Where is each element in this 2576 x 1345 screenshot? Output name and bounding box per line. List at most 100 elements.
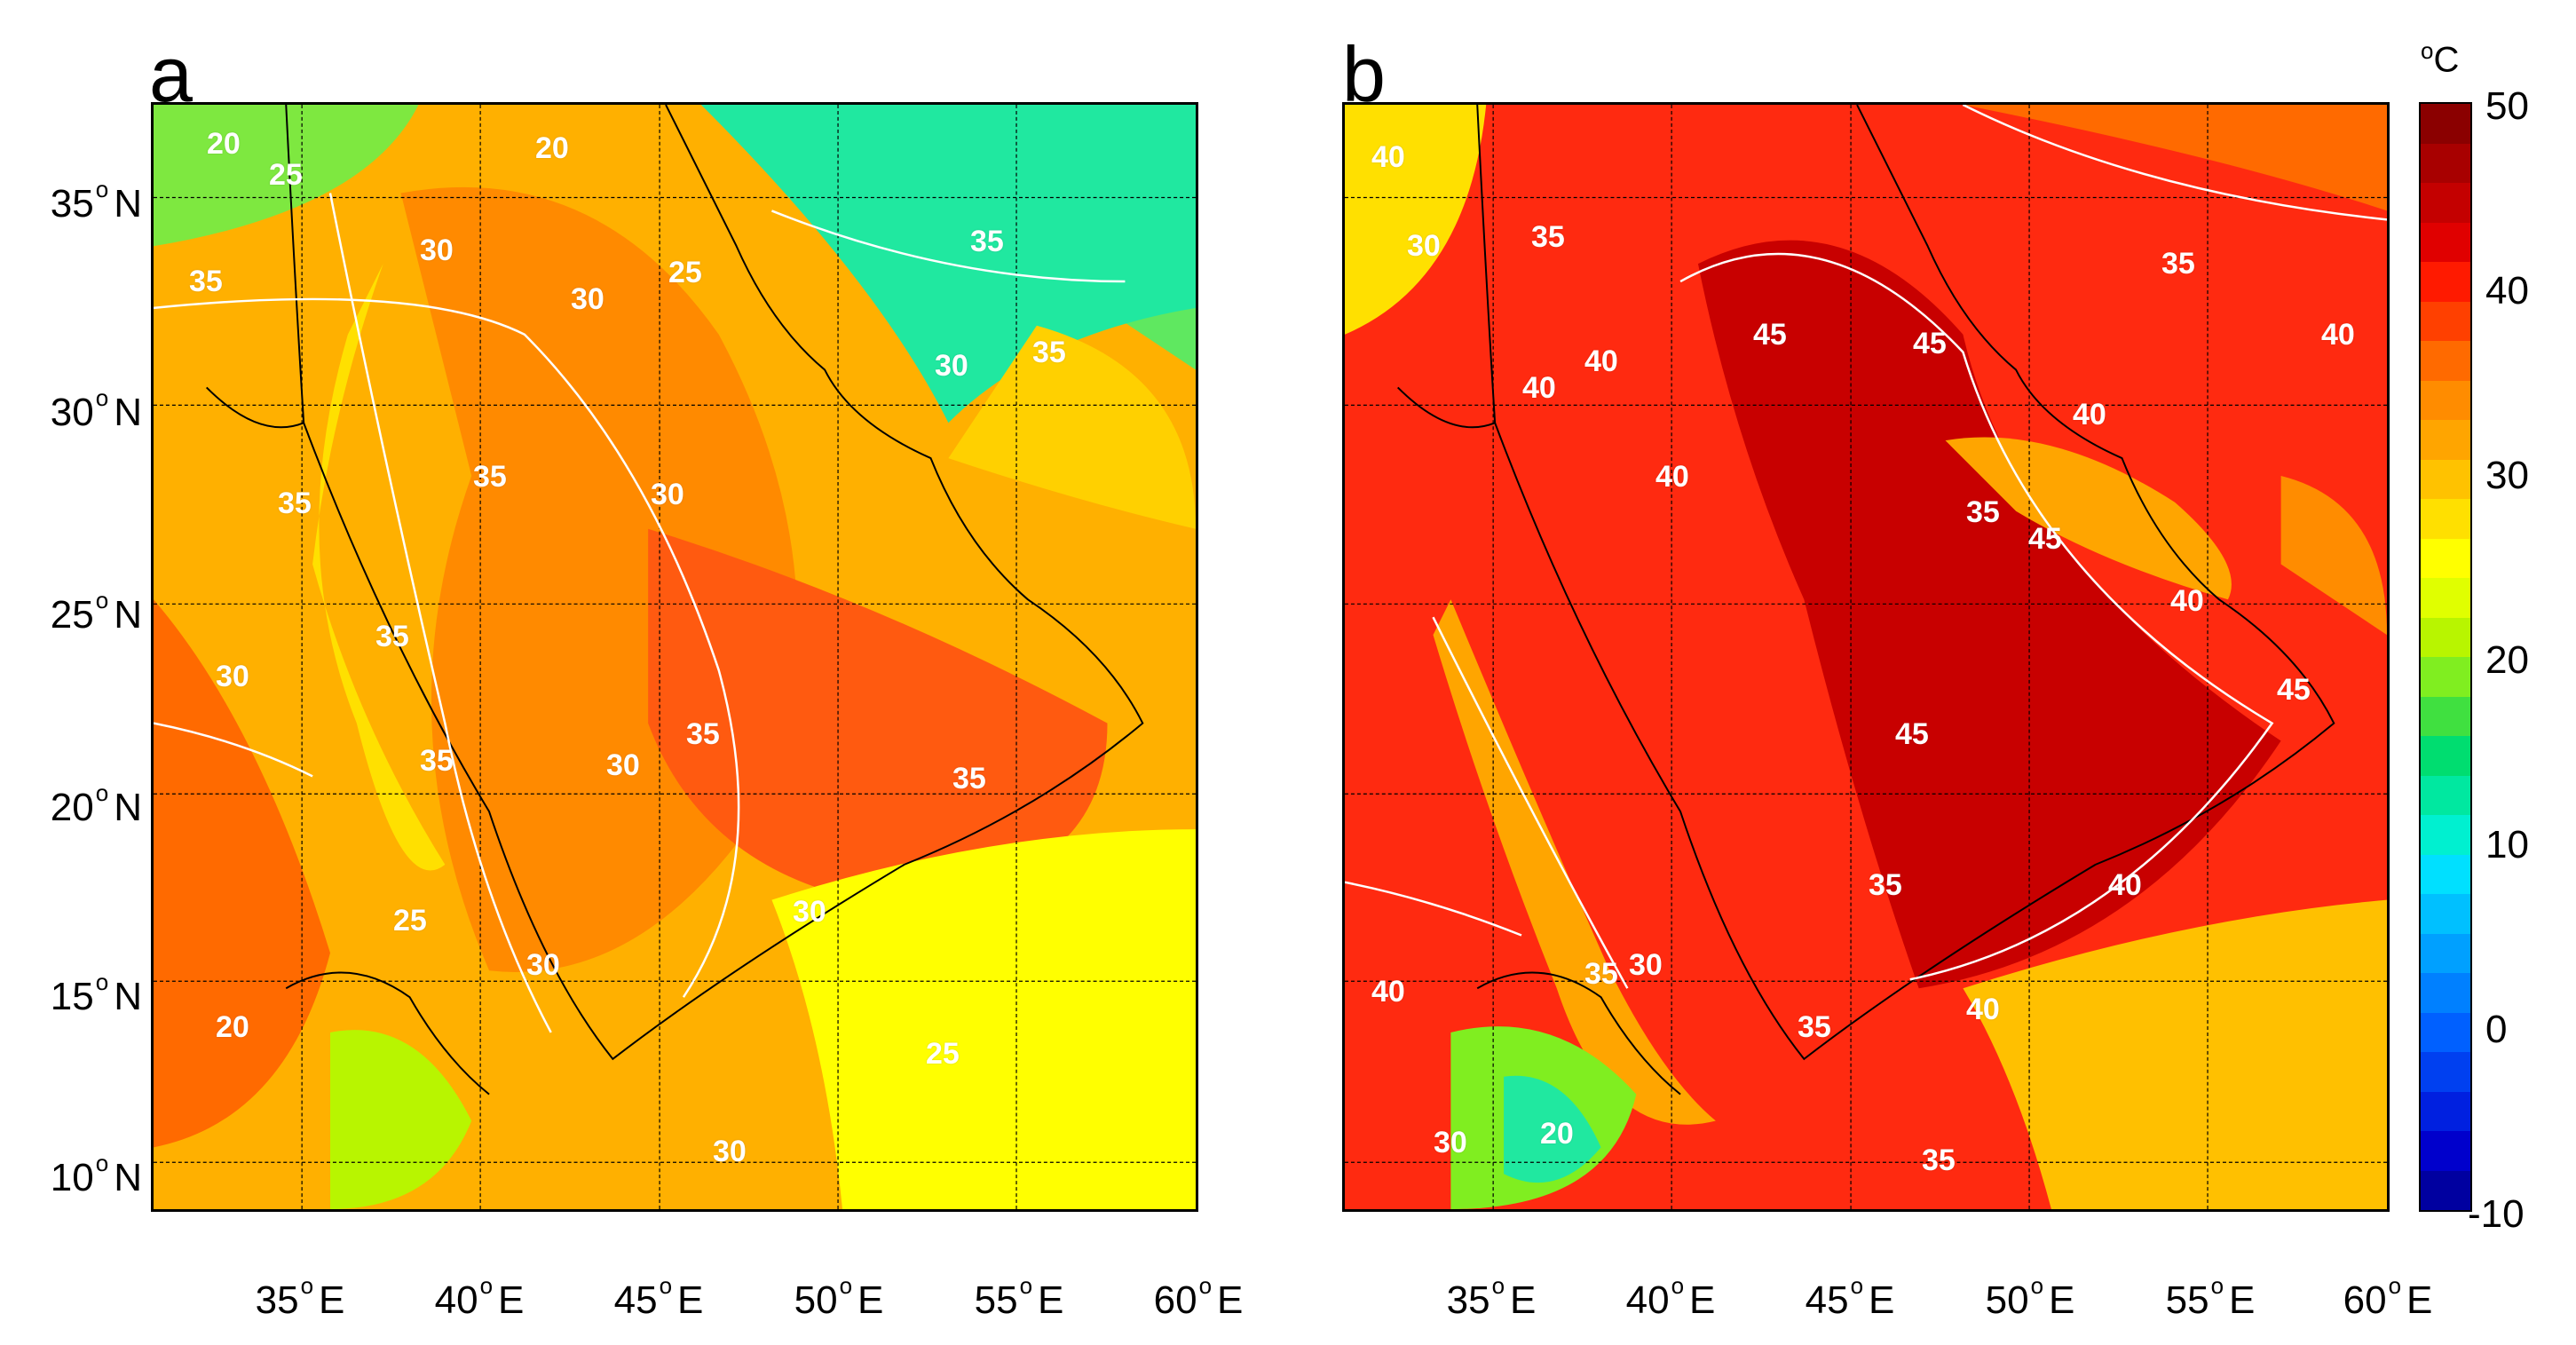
colorbar-segment: [2421, 380, 2470, 420]
temperature-field-b: [1345, 105, 2387, 1209]
contour-label: 25: [926, 1037, 960, 1071]
colorbar-segment: [2421, 420, 2470, 460]
map-panel-b: 40 30 35 45 40 45 45 40 35 40 40 45 45 40 40 35 40 35 40 30…: [1342, 102, 2390, 1212]
colorbar-unit: oC: [2421, 37, 2460, 80]
contour-label: 30: [935, 349, 968, 383]
lon-label: 40o E: [1625, 1272, 1716, 1322]
lon-label: 60o E: [1153, 1272, 1244, 1322]
contour-label: 45: [1895, 717, 1929, 751]
contour-label: 30: [713, 1135, 747, 1168]
lat-label: 30o N: [50, 384, 142, 434]
contour-label: 35: [1032, 336, 1066, 369]
contour-label: 45: [2277, 673, 2311, 707]
colorbar-segment: [2421, 459, 2470, 499]
contour-label: 35: [686, 717, 720, 751]
contour-label: 35: [1531, 220, 1565, 254]
contour-label: 30: [651, 478, 684, 511]
contour-label: 45: [2028, 522, 2062, 556]
colorbar-segment: [2421, 538, 2470, 578]
contour-label: 45: [1913, 327, 1947, 360]
colorbar-segment: [2421, 301, 2470, 341]
contour-label: 35: [1922, 1143, 1956, 1177]
contour-label: 40: [1371, 975, 1405, 1009]
colorbar-tick: 0: [2485, 1008, 2508, 1051]
contour-label: 30: [526, 948, 560, 982]
lon-label: 55o E: [2165, 1272, 2256, 1322]
colorbar-segment: [2421, 183, 2470, 223]
contour-label: 25: [393, 904, 427, 938]
contour-label: 25: [668, 256, 702, 289]
lon-label: 50o E: [1985, 1272, 2075, 1322]
contour-label: 35: [1584, 957, 1618, 991]
contour-label: 30: [571, 282, 604, 316]
contour-label: 40: [1584, 344, 1618, 378]
contour-label: 40: [1522, 371, 1556, 405]
colorbar-segment: [2421, 222, 2470, 262]
contour-label: 35: [2161, 247, 2195, 281]
map-panel-a: 20 20 25 30 35 30 35 25 30 35 30 35 35 30 35 30 25 20 35 35…: [151, 102, 1198, 1212]
lon-label: 50o E: [794, 1272, 884, 1322]
contour-label: 25: [269, 158, 303, 192]
colorbar-segment: [2421, 104, 2470, 144]
contour-label: 35: [278, 487, 312, 520]
contour-label: 35: [375, 620, 409, 653]
contour-label: 40: [2170, 584, 2204, 618]
temperature-field-a: [154, 105, 1196, 1209]
contour-label: 40: [2321, 318, 2355, 352]
colorbar-segment: [2421, 143, 2470, 183]
contour-label: 40: [2108, 868, 2142, 902]
contour-label: 30: [420, 233, 454, 267]
contour-label: 30: [216, 660, 249, 693]
colorbar-segment: [2421, 854, 2470, 894]
contour-label: 20: [216, 1010, 249, 1044]
colorbar-segment: [2421, 933, 2470, 973]
contour-label: 20: [535, 131, 569, 165]
colorbar-segment: [2421, 262, 2470, 302]
contour-label: 35: [952, 762, 986, 795]
colorbar-segment: [2421, 973, 2470, 1013]
colorbar-segment: [2421, 499, 2470, 539]
colorbar-segment: [2421, 1012, 2470, 1052]
map-grid-a: [154, 105, 1196, 1209]
colorbar-segment: [2421, 775, 2470, 815]
lon-label: 35o E: [255, 1272, 345, 1322]
colorbar: [2419, 102, 2472, 1212]
contour-label: 35: [473, 460, 507, 494]
contour-label: 45: [1753, 318, 1787, 352]
lat-label: 35o N: [50, 176, 142, 225]
contour-label: 40: [1655, 460, 1689, 494]
colorbar-segment: [2421, 657, 2470, 697]
colorbar-segment: [2421, 1170, 2470, 1210]
colorbar-segment: [2421, 815, 2470, 855]
colorbar-segment: [2421, 1091, 2470, 1131]
lon-label: 35o E: [1446, 1272, 1537, 1322]
lon-label: 45o E: [1805, 1272, 1895, 1322]
lon-label: 55o E: [974, 1272, 1064, 1322]
lat-label: 20o N: [50, 779, 142, 829]
contour-label: 30: [1434, 1126, 1467, 1159]
lon-label: 60o E: [2343, 1272, 2433, 1322]
colorbar-tick: 10: [2485, 823, 2529, 866]
colorbar-segment: [2421, 341, 2470, 381]
colorbar-tick: 30: [2485, 454, 2529, 497]
contour-label: 35: [189, 265, 223, 298]
contour-label: 30: [1407, 229, 1441, 263]
contour-label: 20: [1540, 1117, 1574, 1151]
colorbar-segment: [2421, 1052, 2470, 1092]
contour-label: 20: [207, 127, 241, 161]
contour-label: 40: [1966, 993, 2000, 1026]
colorbar-tick: 20: [2485, 638, 2529, 682]
contour-label: 30: [1629, 948, 1663, 982]
map-grid-b: [1345, 105, 2387, 1209]
contour-label: 35: [420, 744, 454, 778]
lon-label: 40o E: [434, 1272, 525, 1322]
contour-label: 35: [1869, 868, 1902, 902]
colorbar-segment: [2421, 736, 2470, 776]
contour-label: 35: [970, 225, 1004, 258]
contour-label: 40: [1371, 140, 1405, 174]
lat-label: 10o N: [50, 1150, 142, 1199]
panel-b-letter: b: [1342, 30, 1386, 118]
contour-label: 30: [793, 895, 826, 929]
colorbar-tick: -10: [2468, 1192, 2525, 1236]
colorbar-segment: [2421, 578, 2470, 618]
